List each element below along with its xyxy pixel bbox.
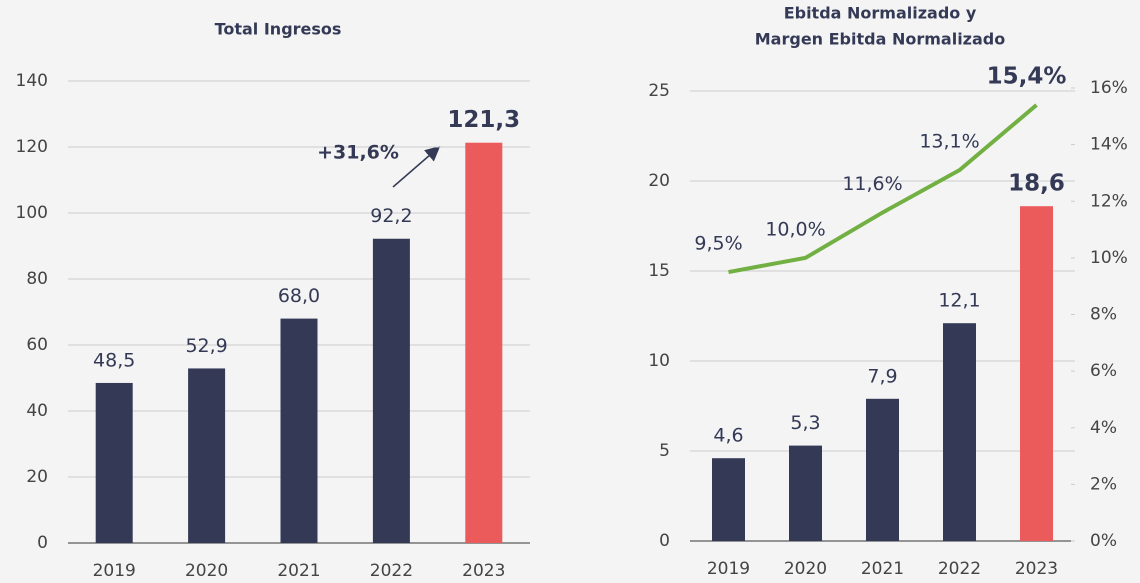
y2-tick-label: 6% — [1090, 361, 1117, 381]
chart-title: Ebitda Normalizado y — [784, 4, 977, 23]
line-label: 9,5% — [694, 233, 742, 255]
y-tick-label: 5 — [659, 441, 670, 461]
data-label: 7,9 — [867, 365, 897, 387]
y-tick-label: 140 — [16, 71, 48, 91]
y2-tick-label: 12% — [1090, 191, 1128, 211]
x-tick-label: 2023 — [462, 561, 505, 581]
y-tick-label: 100 — [16, 203, 48, 223]
y2-tick-label: 14% — [1090, 135, 1128, 155]
y-tick-label: 10 — [648, 351, 670, 371]
annotation: +31,6% — [317, 142, 399, 164]
y-tick-label: 25 — [648, 81, 670, 101]
x-tick-label: 2021 — [277, 561, 320, 581]
line-label: 13,1% — [919, 131, 979, 153]
data-label: 52,9 — [185, 335, 227, 357]
data-label: 5,3 — [790, 412, 820, 434]
y2-tick-label: 16% — [1090, 78, 1128, 98]
bar — [188, 368, 226, 543]
y2-tick-label: 0% — [1090, 531, 1117, 551]
bar — [712, 458, 745, 541]
x-tick-label: 2021 — [861, 559, 904, 579]
y2-tick-label: 8% — [1090, 305, 1117, 325]
bar — [1020, 206, 1053, 541]
y2-tick-label: 4% — [1090, 418, 1117, 438]
line — [728, 103, 1038, 274]
bar — [789, 445, 822, 541]
bar — [866, 398, 899, 541]
line-label: 11,6% — [842, 173, 902, 195]
y-tick-label: 0 — [659, 531, 670, 551]
x-tick-label: 2020 — [185, 561, 228, 581]
y-tick-label: 120 — [16, 137, 48, 157]
x-tick-label: 2019 — [93, 561, 136, 581]
data-label: 121,3 — [447, 107, 520, 133]
y-tick-label: 20 — [26, 467, 48, 487]
data-label: 48,5 — [93, 349, 135, 371]
data-label: 92,2 — [370, 205, 412, 227]
bar — [95, 382, 133, 543]
x-tick-label: 2020 — [784, 559, 827, 579]
line-label: 10,0% — [765, 218, 825, 240]
y-tick-label: 40 — [26, 401, 48, 421]
bar — [943, 323, 976, 541]
y2-tick-label: 10% — [1090, 248, 1128, 268]
bar — [465, 142, 503, 543]
y-tick-label: 60 — [26, 335, 48, 355]
chart-title: Total Ingresos — [215, 20, 342, 39]
y2-tick-label: 2% — [1090, 474, 1117, 494]
bar — [372, 238, 410, 544]
chart-title: Margen Ebitda Normalizado — [755, 30, 1005, 49]
data-label: 4,6 — [713, 425, 743, 447]
y-tick-label: 0 — [37, 533, 48, 553]
x-tick-label: 2019 — [707, 559, 750, 579]
annotation-arrow — [392, 146, 441, 188]
y-tick-label: 80 — [26, 269, 48, 289]
x-tick-label: 2022 — [938, 559, 981, 579]
data-label: 68,0 — [278, 285, 320, 307]
y-tick-label: 20 — [648, 171, 670, 191]
x-tick-label: 2022 — [370, 561, 413, 581]
bar — [280, 318, 318, 543]
line-label: 15,4% — [987, 63, 1067, 89]
data-label: 12,1 — [938, 290, 980, 312]
y-tick-label: 15 — [648, 261, 670, 281]
data-label: 18,6 — [1008, 171, 1065, 197]
x-tick-label: 2023 — [1015, 559, 1058, 579]
